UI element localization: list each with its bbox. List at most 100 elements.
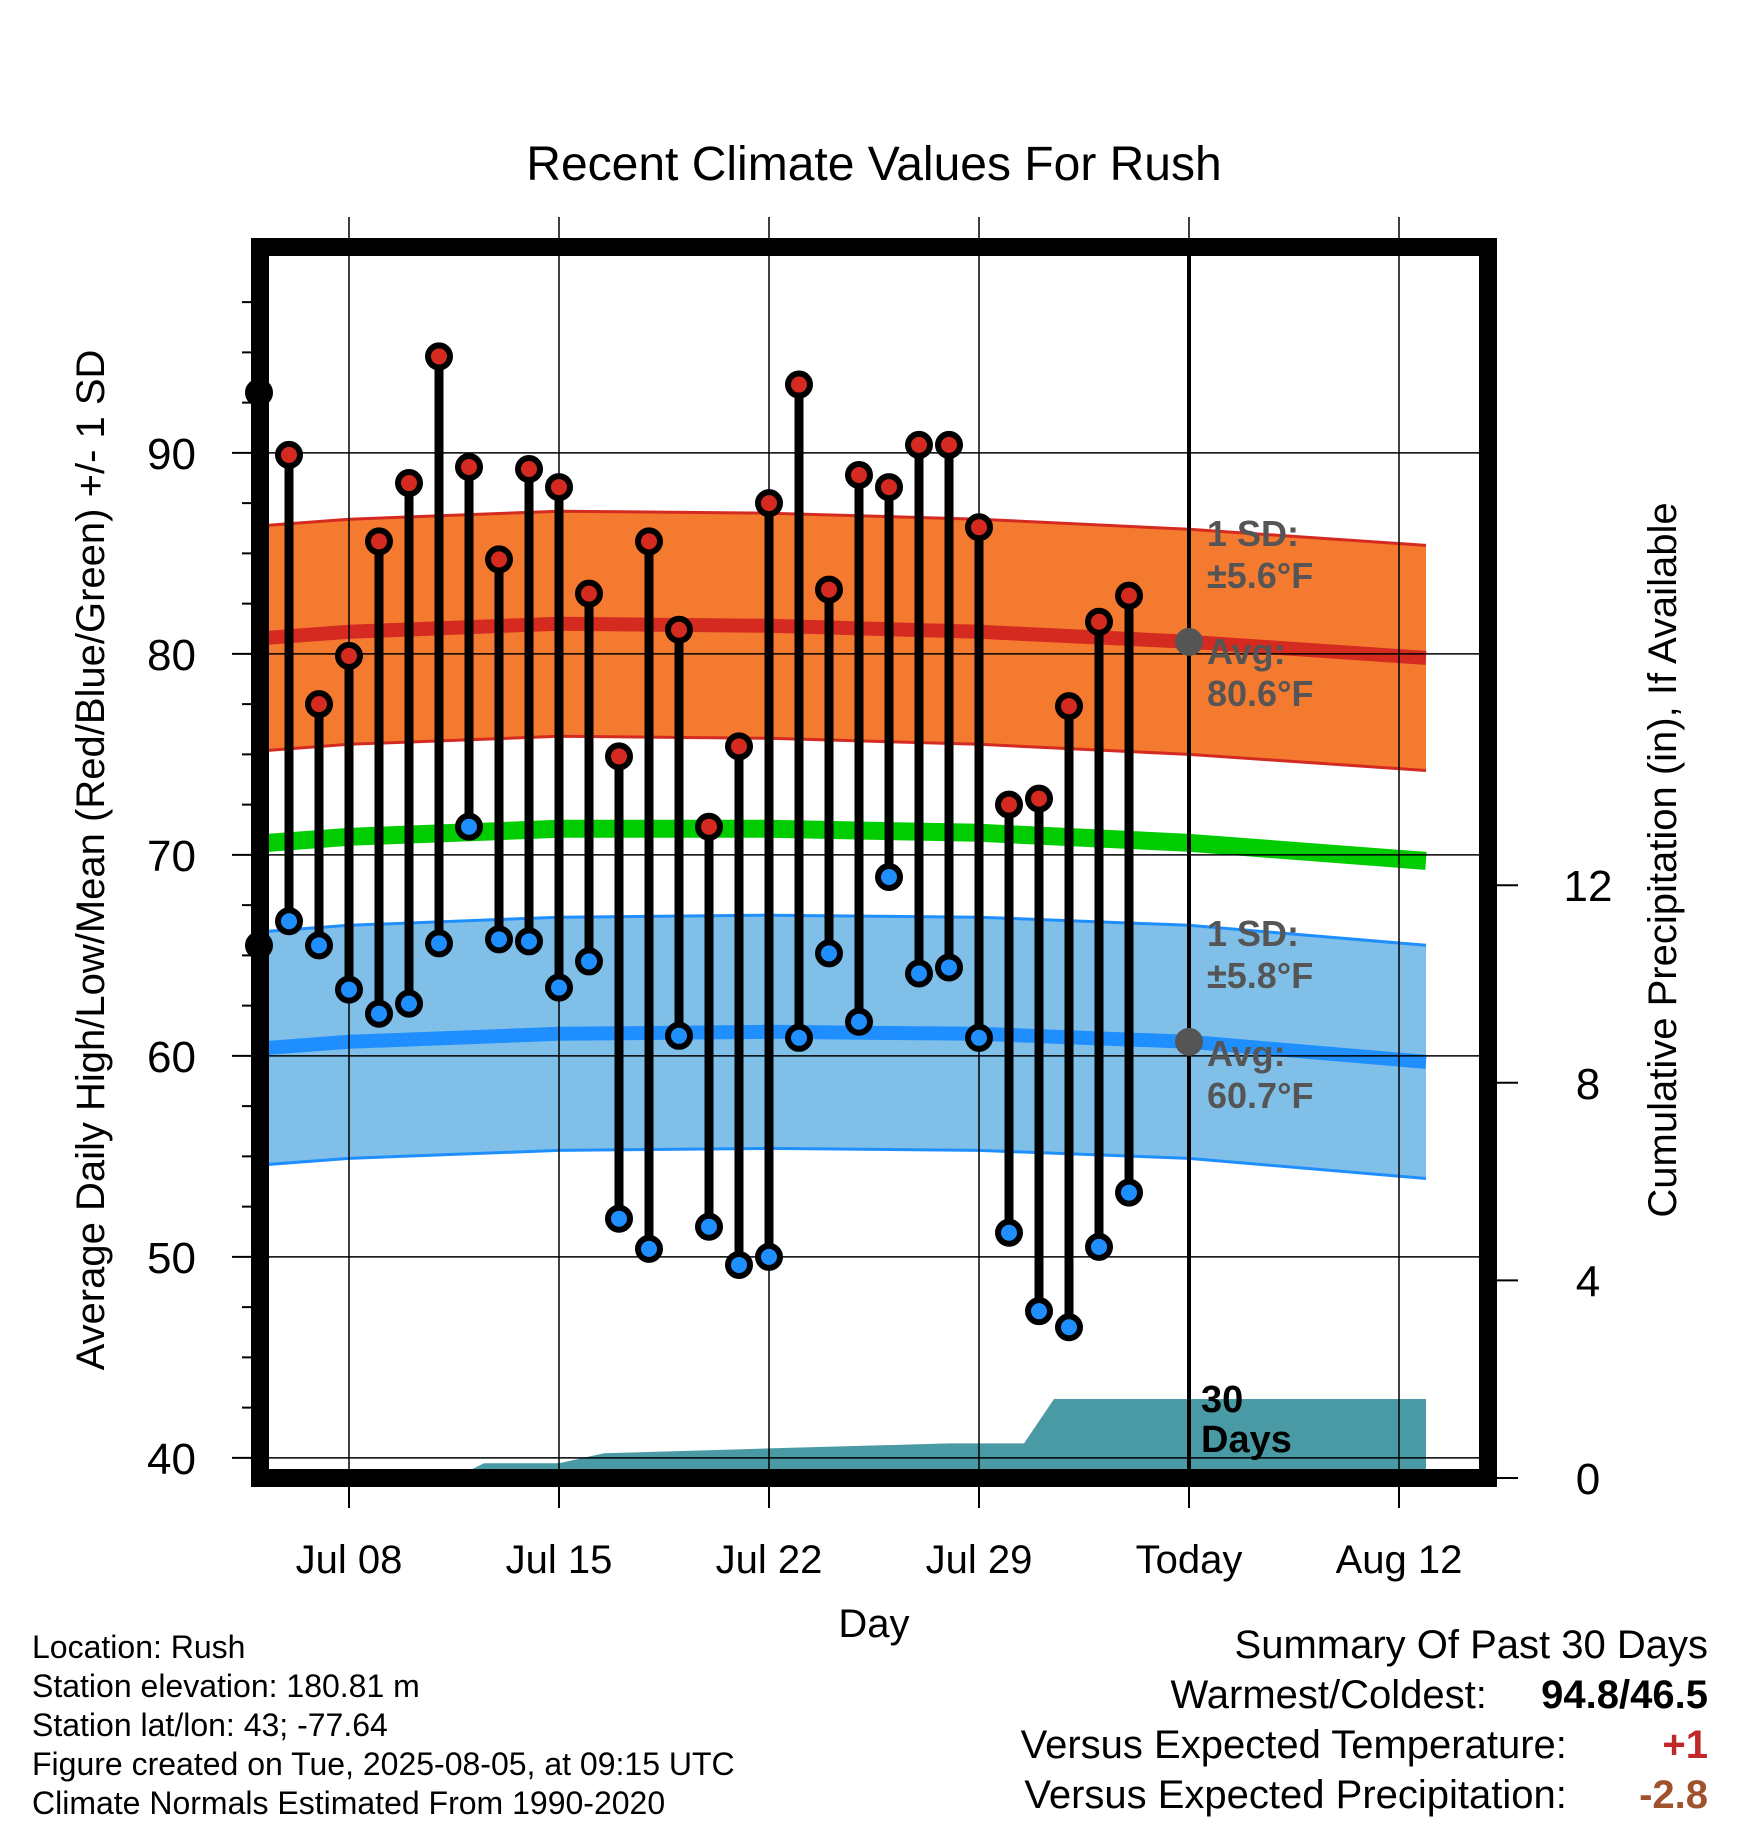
high-temp-point <box>575 579 603 608</box>
y-tick-label: 60 <box>147 1033 196 1082</box>
high-temp-point <box>1085 607 1113 636</box>
precip-row: Versus Expected Precipitation: -2.8 <box>1021 1770 1708 1820</box>
high-sd-band <box>260 511 1426 771</box>
low-sd-label: 1 SD: <box>1207 913 1299 954</box>
low-temp-point <box>1085 1232 1113 1261</box>
low-temp-point <box>365 999 393 1028</box>
low-temp-point <box>305 931 333 960</box>
warmest-label: Warmest/Coldest: <box>1170 1673 1487 1717</box>
x-axis-label: Day <box>838 1602 909 1646</box>
x-tick-label: Today <box>1136 1538 1243 1582</box>
y-tick-label: 50 <box>147 1234 196 1283</box>
high-temp-point <box>725 732 753 761</box>
axes-group: 40 50 60 70 80 90 0 4 8 12 Jul 08 Jul 15 Jul 22 Jul 2… <box>147 301 1613 1582</box>
high-temp-point <box>635 527 663 556</box>
y-tick-label: 70 <box>147 832 196 881</box>
high-temp-point <box>335 641 363 670</box>
latlon-text: Station lat/lon: 43; -77.64 <box>32 1707 388 1743</box>
y2-axis-label: Cumulative Precipitation (in), If Availa… <box>1641 502 1685 1217</box>
elevation-text: Station elevation: 180.81 m <box>32 1668 420 1704</box>
high-temp-point <box>905 430 933 459</box>
location-text: Location: Rush <box>32 1629 246 1665</box>
low-temp-point <box>815 939 843 968</box>
high-temp-point <box>995 790 1023 819</box>
high-temp-point <box>395 469 423 498</box>
temp-value: +1 <box>1662 1723 1708 1767</box>
high-temp-point <box>545 473 573 502</box>
high-temp-point <box>425 342 453 371</box>
low-temp-point <box>485 925 513 954</box>
y-tick-label: 90 <box>147 430 196 479</box>
low-temp-point <box>935 953 963 982</box>
plot-frame <box>251 238 1497 1487</box>
high-temp-point <box>785 370 813 399</box>
low-temp-point <box>665 1021 693 1050</box>
high-temp-point <box>365 527 393 556</box>
warmest-value: 94.8/46.5 <box>1541 1673 1708 1717</box>
high-temp-point <box>665 615 693 644</box>
y2-tick-label: 4 <box>1576 1257 1600 1306</box>
high-temp-point <box>935 430 963 459</box>
normals-text: Climate Normals Estimated From 1990-2020 <box>32 1785 666 1821</box>
low-sd-value: ±5.8°F <box>1207 955 1313 996</box>
low-temp-point <box>1055 1313 1083 1342</box>
low-avg-marker <box>1175 1027 1203 1056</box>
low-temp-point <box>575 947 603 976</box>
low-temp-point <box>635 1234 663 1263</box>
low-temp-point <box>695 1212 723 1241</box>
warmest-row: Warmest/Coldest: 94.8/46.5 <box>1021 1670 1709 1720</box>
daily-markers <box>245 342 1143 1342</box>
summary-title: Summary Of Past 30 Days <box>1234 1623 1708 1667</box>
low-avg-label: Avg: <box>1207 1033 1286 1074</box>
low-temp-point <box>335 975 363 1004</box>
low-temp-point <box>395 989 423 1018</box>
temp-row: Versus Expected Temperature: +1 <box>1021 1720 1708 1770</box>
high-sd-value: ±5.6°F <box>1207 555 1313 596</box>
created-text: Figure created on Tue, 2025-08-05, at 09… <box>32 1746 735 1782</box>
high-temp-point <box>275 440 303 469</box>
low-temp-point <box>1025 1297 1053 1326</box>
y-axis-label: Average Daily High/Low/Mean (Red/Blue/Gr… <box>69 350 113 1371</box>
high-temp-point <box>875 473 903 502</box>
today-label: 30 Days <box>1201 1379 1292 1461</box>
low-temp-point <box>905 959 933 988</box>
high-temp-point <box>965 513 993 542</box>
today-line-group: 30 Days <box>1187 247 1292 1478</box>
low-temp-point <box>1115 1178 1143 1207</box>
high-sd-label: 1 SD: <box>1207 513 1299 554</box>
temp-label: Versus Expected Temperature: <box>1020 1723 1567 1767</box>
low-temp-point <box>995 1218 1023 1247</box>
today-label-part: Days <box>1201 1419 1292 1461</box>
mean-normal-line <box>260 819 1427 870</box>
high-temp-point <box>695 812 723 841</box>
low-temp-point <box>545 973 573 1002</box>
x-tick-label: Jul 15 <box>506 1538 613 1582</box>
x-tick-label: Jul 22 <box>716 1538 823 1582</box>
high-temp-point <box>305 690 333 719</box>
high-temp-point <box>485 545 513 574</box>
high-avg-marker <box>1175 627 1203 656</box>
low-temp-point <box>425 929 453 958</box>
low-temp-point <box>605 1204 633 1233</box>
high-avg-label: Avg: <box>1207 631 1286 672</box>
x-tick-label: Jul 08 <box>296 1538 403 1582</box>
low-temp-point <box>515 927 543 956</box>
plot-border <box>251 238 1497 1487</box>
high-temp-point <box>1115 581 1143 610</box>
low-temp-point <box>725 1250 753 1279</box>
y-tick-label: 80 <box>147 631 196 680</box>
high-temp-point <box>1025 784 1053 813</box>
low-temp-point <box>845 1007 873 1036</box>
y2-tick-label: 12 <box>1564 862 1613 911</box>
low-temp-point <box>275 907 303 936</box>
chart-title: Recent Climate Values For Rush <box>526 138 1221 191</box>
low-temp-point <box>455 812 483 841</box>
high-temp-point <box>455 452 483 481</box>
low-temp-point <box>755 1242 783 1271</box>
y2-tick-label: 0 <box>1576 1455 1600 1504</box>
y-tick-label: 40 <box>147 1435 196 1484</box>
low-temp-point <box>785 1023 813 1052</box>
station-info: Location: Rush Station elevation: 180.81… <box>32 1628 735 1823</box>
